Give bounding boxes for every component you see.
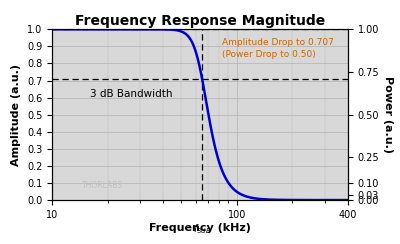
Y-axis label: Amplitude (a.u.): Amplitude (a.u.) <box>11 64 21 166</box>
Text: $f_{3dB}$: $f_{3dB}$ <box>193 222 211 236</box>
Text: 3 dB Bandwidth: 3 dB Bandwidth <box>90 89 173 99</box>
Y-axis label: Power (a.u.): Power (a.u.) <box>383 76 393 153</box>
Text: Amplitude Drop to 0.707
(Power Drop to 0.50): Amplitude Drop to 0.707 (Power Drop to 0… <box>222 38 334 59</box>
Text: THORLABS: THORLABS <box>82 181 122 190</box>
X-axis label: Frequency (kHz): Frequency (kHz) <box>149 223 251 233</box>
Title: Frequency Response Magnitude: Frequency Response Magnitude <box>75 14 325 28</box>
